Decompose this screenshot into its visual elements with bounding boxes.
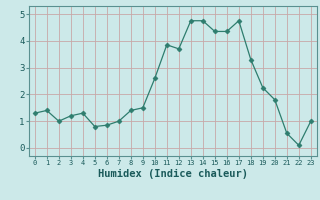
X-axis label: Humidex (Indice chaleur): Humidex (Indice chaleur)	[98, 169, 248, 179]
